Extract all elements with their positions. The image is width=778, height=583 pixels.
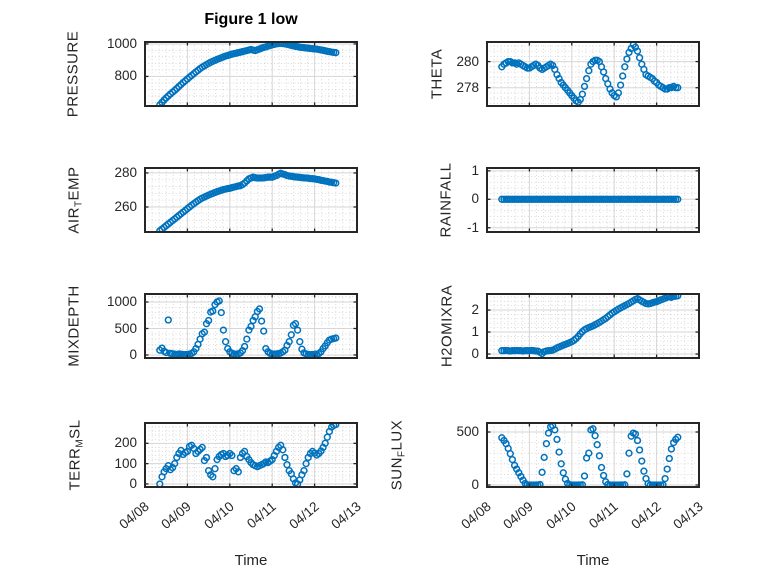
axis-box bbox=[486, 293, 700, 359]
x-axis-label-left: Time bbox=[234, 552, 268, 569]
y-tick-label: 1000 bbox=[106, 35, 137, 51]
y-tick-label: -1 bbox=[466, 219, 479, 235]
y-tick-label: 0 bbox=[129, 347, 137, 362]
y-tick-label: 1 bbox=[471, 162, 479, 178]
subplot-MIXDEPTH: 0 500 1000 MIXDEPTH bbox=[66, 285, 358, 367]
subplot-THETA: 278 280 THETA bbox=[429, 41, 700, 107]
minor-grid bbox=[487, 42, 699, 106]
axis-box bbox=[144, 422, 358, 488]
y-tick-label: 278 bbox=[456, 79, 479, 95]
plot-area-PRESSURE bbox=[144, 41, 358, 107]
figure-title: Figure 1 low bbox=[204, 11, 298, 28]
y-axis-label-PRESSURE: PRESSURE bbox=[64, 30, 82, 118]
plot-area-RAINFALL bbox=[486, 167, 700, 233]
subplot-H2OMIXRA: 0 1 2 H2OMIXRA bbox=[439, 285, 700, 367]
y-tick-label: 260 bbox=[114, 199, 137, 214]
plot-area-MIXDEPTH bbox=[144, 293, 358, 359]
y-axis-label-AIR_TEMP: AIRTEMP bbox=[65, 166, 85, 234]
axis-box bbox=[486, 422, 700, 488]
y-axis-label-SUN_FLUX: SUNFLUX bbox=[388, 419, 408, 491]
axis-box bbox=[486, 41, 700, 107]
data-series bbox=[156, 41, 340, 107]
y-tick-label: 0 bbox=[471, 191, 479, 207]
y-tick-label: 500 bbox=[114, 320, 137, 336]
subplot-SUN_FLUX: 0 500 SUNFLUX 04/08 04/09 04/10 04/11 04/12 04/1… bbox=[389, 420, 706, 532]
major-grid bbox=[145, 42, 357, 106]
x-axis-label-right: Time bbox=[576, 552, 610, 569]
y-tick-label: 280 bbox=[114, 164, 137, 180]
plot-area-TERR_MSL bbox=[144, 422, 358, 488]
data-series bbox=[156, 297, 340, 359]
plot-area-AIR_TEMP bbox=[144, 167, 358, 233]
subplot-AIR_TEMP: 260 280 AIRTEMP bbox=[66, 165, 358, 234]
y-tick-label: 0 bbox=[471, 477, 479, 492]
minor-grid bbox=[487, 168, 699, 232]
axis-box bbox=[144, 293, 358, 359]
y-axis-label-H2OMIXRA: H2OMIXRA bbox=[438, 284, 456, 368]
y-tick-label: 200 bbox=[114, 435, 137, 451]
data-series bbox=[498, 195, 682, 203]
y-tick-label: 100 bbox=[114, 455, 137, 471]
x-tick-label: 04/08 bbox=[116, 498, 152, 532]
plot-area-THETA bbox=[486, 41, 700, 107]
subplot-TERR_MSL: 0 100 200 TERRMSL 04/08 04/09 04/10 04/11 04/12 0… bbox=[67, 419, 364, 531]
y-tick-label: 2 bbox=[471, 302, 479, 318]
y-axis-label-THETA: THETA bbox=[428, 48, 446, 100]
data-series bbox=[498, 41, 682, 106]
plot-area-SUN_FLUX bbox=[486, 422, 700, 488]
y-tick-label: 0 bbox=[471, 346, 479, 361]
y-tick-label: 500 bbox=[456, 424, 479, 439]
axis-box bbox=[144, 41, 358, 107]
subplot-RAINFALL: -1 0 1 RAINFALL bbox=[438, 163, 700, 237]
data-series bbox=[156, 169, 340, 233]
plot-area-H2OMIXRA bbox=[486, 293, 700, 359]
y-axis-label-MIXDEPTH: MIXDEPTH bbox=[65, 285, 83, 367]
y-tick-label: 280 bbox=[456, 53, 479, 69]
data-series bbox=[498, 293, 682, 358]
axis-box bbox=[486, 167, 700, 233]
minor-grid bbox=[487, 423, 699, 487]
y-tick-label: 800 bbox=[114, 68, 137, 84]
subplot-PRESSURE: 800 1000 PRESSURE bbox=[65, 31, 358, 117]
y-axis-label-TERR_MSL: TERRMSL bbox=[66, 419, 86, 491]
y-tick-label: 1000 bbox=[106, 294, 137, 309]
y-tick-label: 1 bbox=[471, 324, 479, 339]
y-tick-label: 0 bbox=[129, 476, 137, 491]
y-axis-label-RAINFALL: RAINFALL bbox=[437, 162, 455, 238]
axis-box bbox=[144, 167, 358, 233]
data-series bbox=[156, 422, 340, 488]
